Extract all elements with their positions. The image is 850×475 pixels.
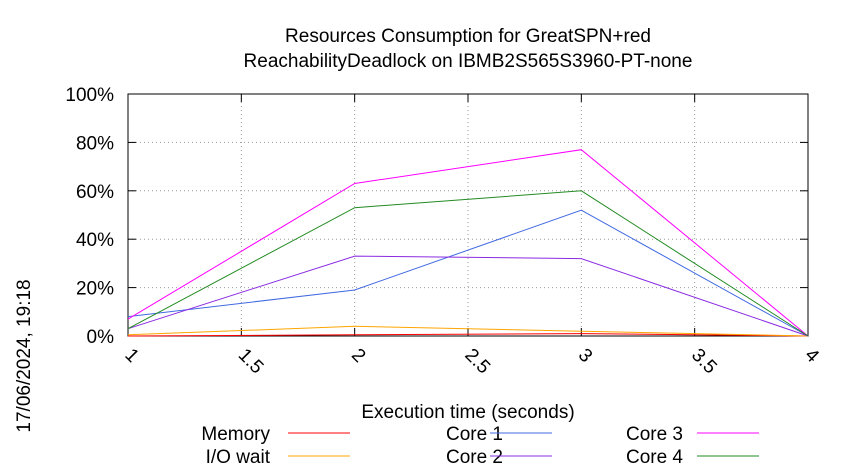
x-tick-label: 2 bbox=[347, 345, 369, 367]
x-tick-label: 1.5 bbox=[234, 345, 268, 379]
x-tick-label: 3.5 bbox=[687, 345, 721, 379]
y-tick-label: 40% bbox=[76, 230, 114, 251]
legend-label: Core 2 bbox=[446, 447, 503, 468]
series-line-core-2 bbox=[127, 255, 809, 337]
series-line-i-o-wait bbox=[127, 325, 809, 337]
x-tick-label: 4 bbox=[800, 345, 823, 368]
y-tick-label: 20% bbox=[76, 279, 114, 300]
legend-label: Core 4 bbox=[626, 447, 683, 468]
grid-lines bbox=[128, 94, 808, 336]
legend-label: Core 3 bbox=[626, 424, 683, 445]
chart-title-line2: ReachabilityDeadlock on IBMB2S565S3960-P… bbox=[244, 51, 693, 72]
legend-label: Core 1 bbox=[446, 424, 503, 445]
series-lines bbox=[127, 149, 809, 337]
timestamp-label: 17/06/2024, 19:18 bbox=[14, 279, 35, 432]
y-tick-label: 60% bbox=[76, 182, 114, 203]
legend-label: Memory bbox=[201, 424, 270, 445]
chart-title-line1: Resources Consumption for GreatSPN+red bbox=[285, 26, 651, 47]
x-tick-label: 3 bbox=[574, 345, 596, 367]
y-tick-label: 0% bbox=[87, 327, 115, 348]
series-line-memory bbox=[127, 333, 809, 337]
x-tick-label: 1 bbox=[120, 345, 142, 367]
legend-label: I/O wait bbox=[206, 447, 271, 468]
series-line-core-1 bbox=[127, 209, 809, 337]
series-line-core-3 bbox=[127, 149, 809, 337]
x-tick-label: 2.5 bbox=[460, 345, 494, 379]
x-axis-label: Execution time (seconds) bbox=[361, 402, 574, 423]
plot-frame bbox=[127, 93, 809, 337]
series-line-core-4 bbox=[127, 190, 809, 337]
y-tick-label: 80% bbox=[76, 133, 114, 154]
y-tick-label: 100% bbox=[65, 85, 114, 106]
